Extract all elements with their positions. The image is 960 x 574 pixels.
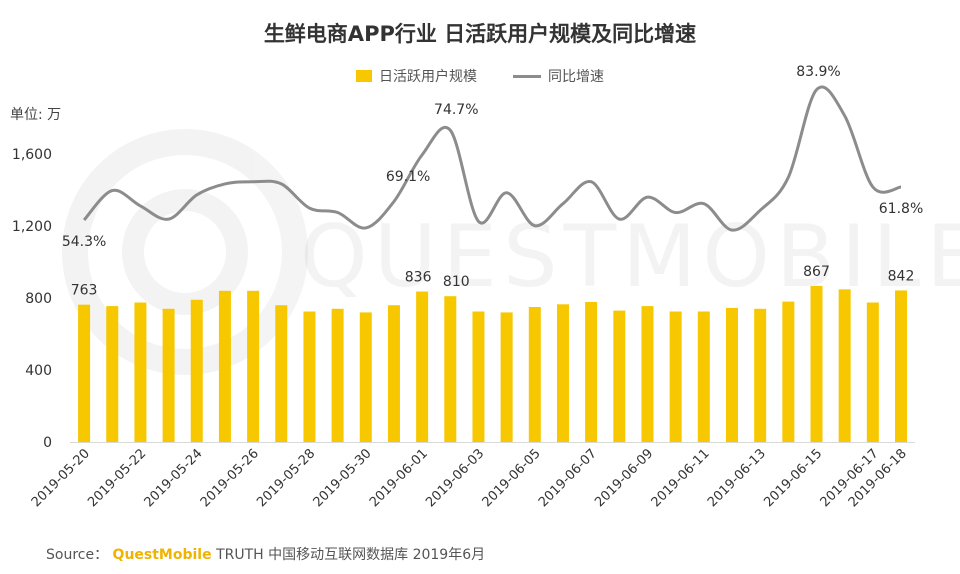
y-tick-label: 1,200 bbox=[12, 219, 52, 235]
source-prefix: Source： bbox=[46, 547, 109, 563]
growth-value-label: 61.8% bbox=[879, 201, 923, 217]
source-brand: QuestMobile bbox=[112, 547, 212, 563]
bar bbox=[444, 296, 457, 442]
bar bbox=[359, 312, 372, 442]
growth-value-label: 54.3% bbox=[62, 234, 106, 250]
growth-value-label: 74.7% bbox=[434, 102, 478, 118]
bar bbox=[190, 299, 203, 442]
x-tick-label: 2019-05-26 bbox=[198, 446, 262, 510]
x-axis: 2019-05-202019-05-222019-05-242019-05-26… bbox=[29, 446, 910, 510]
bar bbox=[218, 290, 231, 442]
bar bbox=[416, 291, 429, 442]
bar bbox=[895, 290, 908, 442]
legend-swatch-line bbox=[513, 74, 541, 78]
x-tick-label: 2019-05-30 bbox=[311, 446, 375, 510]
x-tick-label: 2019-06-15 bbox=[761, 446, 825, 510]
x-tick-label: 2019-06-05 bbox=[480, 446, 544, 510]
bar-value-label: 763 bbox=[71, 283, 98, 299]
growth-value-label: 83.9% bbox=[796, 64, 840, 80]
bar bbox=[78, 304, 91, 442]
x-tick-label: 2019-06-07 bbox=[536, 446, 600, 510]
y-tick-label: 400 bbox=[25, 363, 52, 379]
bar bbox=[556, 304, 569, 442]
bars bbox=[78, 285, 908, 442]
y-tick-label: 1,600 bbox=[12, 147, 52, 163]
x-tick-label: 2019-05-20 bbox=[29, 446, 93, 510]
bar bbox=[303, 311, 316, 442]
bar bbox=[387, 305, 400, 442]
bar bbox=[754, 308, 767, 442]
bar-value-label: 867 bbox=[803, 264, 830, 280]
x-tick-label: 2019-05-24 bbox=[142, 446, 206, 510]
bar bbox=[500, 312, 513, 442]
watermark-logo-icon bbox=[62, 129, 308, 375]
growth-line-series bbox=[82, 85, 902, 232]
x-tick-label: 2019-05-28 bbox=[254, 446, 318, 510]
bar bbox=[528, 307, 541, 442]
data-labels: 763 836 810 867 842 54.3% 69.1% 74.7% 83.9% 61.8% bbox=[62, 64, 923, 299]
source-rest: 中国移动互联网数据库 2019年6月 bbox=[268, 547, 486, 563]
bar bbox=[162, 308, 175, 442]
y-axis: 0 400 800 1,200 1,600 bbox=[12, 147, 52, 451]
bar bbox=[810, 285, 823, 442]
legend-item-growth: 同比增速 bbox=[513, 66, 604, 86]
legend-item-dau: 日活跃用户规模 bbox=[356, 66, 477, 86]
chart-title: 生鲜电商APP行业 日活跃用户规模及同比增速 bbox=[263, 22, 697, 46]
bar bbox=[838, 289, 851, 442]
bar-value-label: 842 bbox=[888, 268, 915, 284]
bar bbox=[472, 311, 485, 442]
bar bbox=[641, 306, 654, 442]
x-tick-label: 2019-06-09 bbox=[592, 446, 656, 510]
bar bbox=[697, 311, 710, 442]
bar bbox=[613, 310, 626, 442]
source-brand-suffix: TRUTH bbox=[216, 547, 264, 563]
bar bbox=[106, 306, 119, 442]
bar bbox=[331, 308, 344, 442]
x-tick-label: 2019-06-13 bbox=[705, 446, 769, 510]
bar bbox=[247, 290, 260, 442]
bar bbox=[134, 302, 147, 442]
legend: 日活跃用户规模 同比增速 bbox=[0, 66, 960, 86]
source-note: Source： QuestMobile TRUTH 中国移动互联网数据库 201… bbox=[46, 544, 485, 564]
x-tick-label: 2019-06-03 bbox=[423, 446, 487, 510]
bar-value-label: 810 bbox=[443, 274, 470, 290]
bar bbox=[669, 311, 682, 442]
bar bbox=[275, 305, 288, 442]
bar bbox=[782, 301, 795, 442]
bar bbox=[725, 307, 738, 442]
legend-label-dau: 日活跃用户规模 bbox=[379, 69, 477, 85]
legend-label-growth: 同比增速 bbox=[548, 69, 604, 85]
x-tick-label: 2019-06-01 bbox=[367, 446, 431, 510]
y-tick-label: 0 bbox=[43, 435, 52, 451]
legend-swatch-bar bbox=[356, 70, 372, 82]
unit-label: 单位: 万 bbox=[10, 107, 62, 123]
bar-value-label: 836 bbox=[405, 270, 432, 286]
y-tick-label: 800 bbox=[25, 291, 52, 307]
x-tick-label: 2019-06-11 bbox=[649, 446, 713, 510]
bar bbox=[866, 302, 879, 442]
bar bbox=[585, 301, 598, 442]
x-tick-label: 2019-05-22 bbox=[85, 446, 149, 510]
growth-value-label: 69.1% bbox=[386, 169, 430, 185]
